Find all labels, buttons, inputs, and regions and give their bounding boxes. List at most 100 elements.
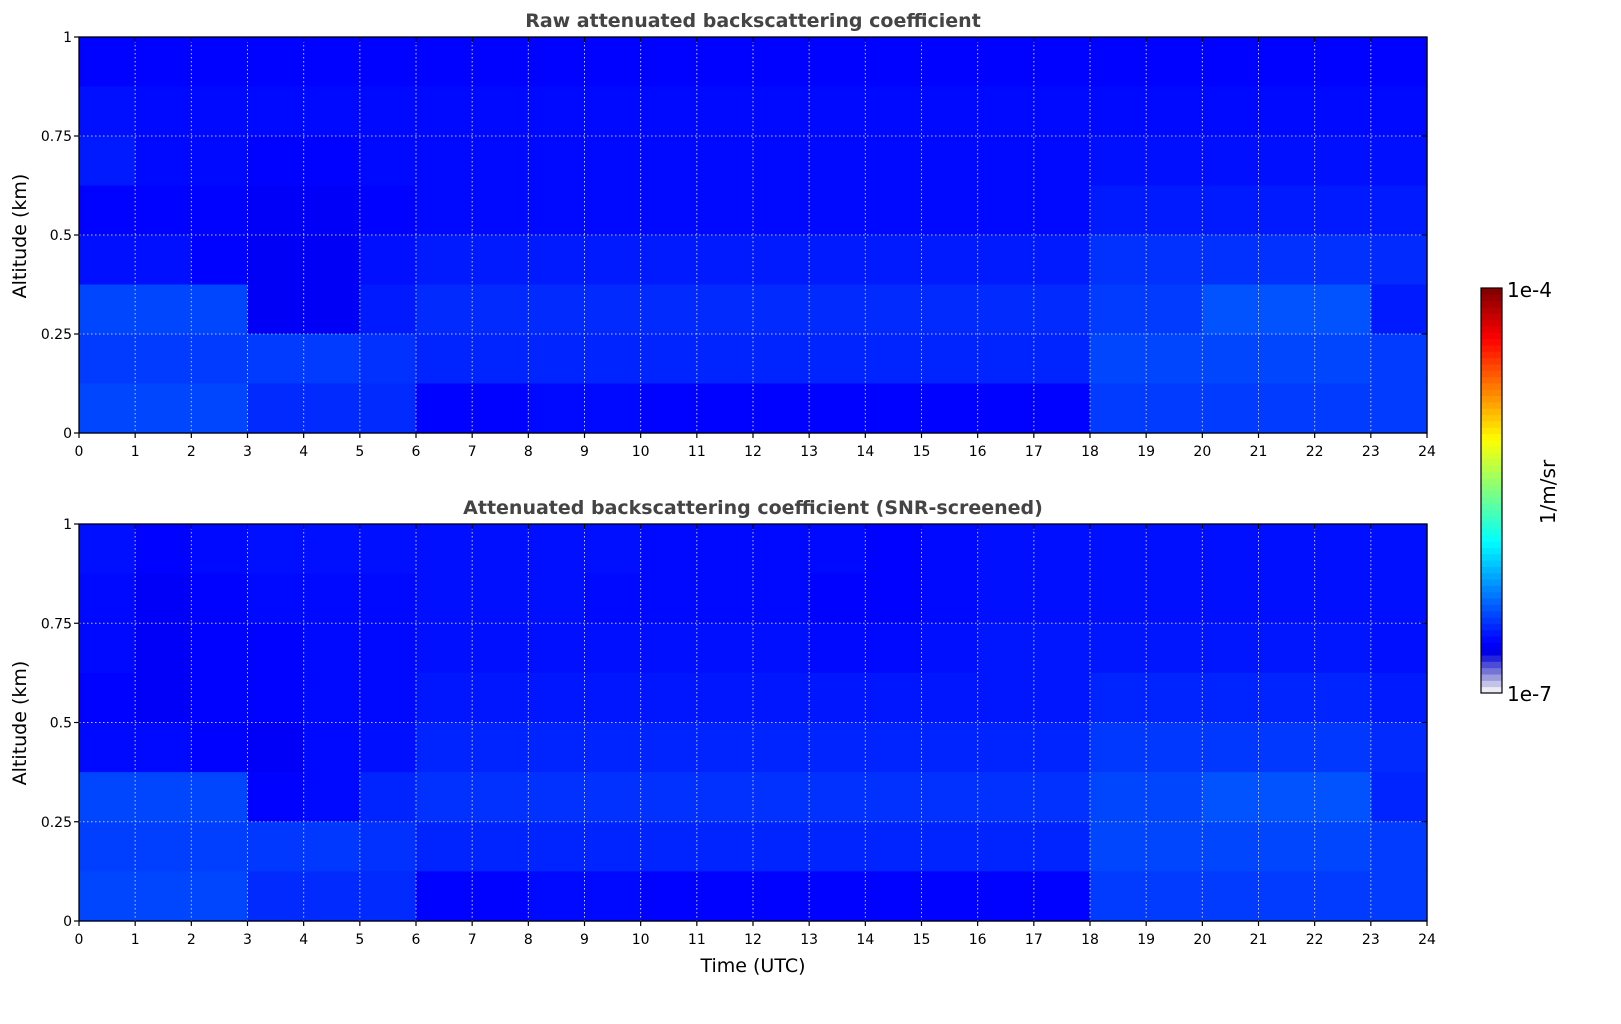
heatmap-cell [303,722,361,773]
heatmap-cell [416,37,473,88]
colorbar-segment [1481,427,1502,435]
heatmap-cell [1202,136,1260,187]
colorbar-segment [1481,465,1502,473]
heatmap-cell [977,623,1035,674]
heatmap-cell [472,524,529,575]
heatmap-cell [921,334,979,385]
colorbar-segment [1481,636,1502,643]
heatmap-cell [79,37,136,88]
heatmap-cell [1202,871,1260,922]
heatmap-cell [528,136,586,187]
heatmap-cell [135,334,192,385]
colorbar-segment [1481,319,1502,327]
colorbar-frame [1480,287,1503,694]
heatmap-cell [472,623,529,674]
colorbar-segment [1481,344,1502,352]
heatmap-cell [528,235,586,286]
heatmap-cell [303,136,361,187]
colorbar-segment [1481,370,1502,378]
y-axis-label: Altitude (km) [9,661,31,786]
heatmap-cell [696,334,754,385]
heatmap-cell [303,524,361,575]
heatmap-cell [640,37,698,88]
y-tick-label: 0.5 [50,716,72,732]
x-tick-label: 15 [913,444,931,460]
heatmap-cell [79,672,136,724]
heatmap-cell [921,772,979,823]
colorbar-segment [1481,414,1502,422]
heatmap-cell [1146,871,1203,922]
heatmap-cell [753,334,810,385]
heatmap-cell [191,37,249,88]
colorbar-segment [1481,547,1502,555]
heatmap-cell [528,185,586,236]
heatmap-cell [1370,821,1428,872]
heatmap-cell [921,821,979,872]
heatmap-cell [809,524,866,575]
y-tick-label: 0 [63,426,72,442]
heatmap-cell [640,185,698,236]
heatmap-cell [191,871,249,922]
heatmap-cell [1370,235,1428,286]
heatmap-cell [1314,37,1372,88]
heatmap-cell [1258,284,1316,335]
heatmap-cell [359,722,417,773]
heatmap-cell [528,524,586,575]
heatmap-cell [1146,722,1203,773]
heatmap-cell [1314,672,1372,724]
heatmap-cell [809,284,866,335]
colorbar-segment [1481,294,1502,302]
heatmap-cell [303,821,361,872]
colorbar-segment [1481,446,1502,454]
heatmap-cell [1090,573,1147,624]
heatmap-cell [359,871,417,922]
colorbar-segment [1481,585,1502,593]
heatmap-cell [247,334,305,385]
colorbar-segment [1481,452,1502,460]
heatmap-cell [1370,284,1428,335]
heatmap-cell [191,821,249,872]
heatmap-cell [247,185,305,236]
heatmap-cell [359,235,417,286]
heatmap-cell [1370,334,1428,385]
heatmap-cell [977,185,1035,236]
heatmap-cell [977,722,1035,773]
heatmap-cell [1314,334,1372,385]
colorbar-segment [1481,686,1502,694]
heatmap-cell [1202,772,1260,823]
heatmap-cell [1146,821,1203,872]
heatmap-cell [921,623,979,674]
colorbar-segment [1481,642,1502,650]
heatmap-cell [528,672,586,724]
heatmap-cell [472,772,529,823]
x-tick-label: 13 [800,444,818,460]
heatmap-cell [640,871,698,922]
x-tick-label: 23 [1362,444,1380,460]
colorbar-segment [1481,395,1502,403]
heatmap-cell [1146,623,1203,674]
heatmap-cell [247,672,305,724]
heatmap-cell [79,573,136,624]
colorbar-segment [1481,490,1502,498]
heatmap-cell [416,334,473,385]
heatmap-cell [135,235,192,286]
heatmap-cell [1370,383,1428,434]
colorbar-segment [1481,363,1502,371]
heatmap-cell [584,871,642,922]
heatmap-cell [977,821,1035,872]
heatmap-cell [1090,821,1147,872]
x-tick-label: 16 [969,444,987,460]
heatmap-cell [1314,573,1372,624]
heatmap-cell [247,86,305,137]
heatmap-cell [1033,772,1091,823]
heatmap-cell [247,383,305,434]
heatmap-cell [921,86,979,137]
colorbar-segment [1481,598,1502,605]
colorbar-segment [1481,515,1502,523]
heatmap-cell [303,573,361,624]
x-tick-label: 22 [1306,932,1324,948]
heatmap-cell [79,722,136,773]
heatmap-cell [753,821,810,872]
heatmap-cell [1202,383,1260,434]
colorbar-segment [1481,401,1502,409]
